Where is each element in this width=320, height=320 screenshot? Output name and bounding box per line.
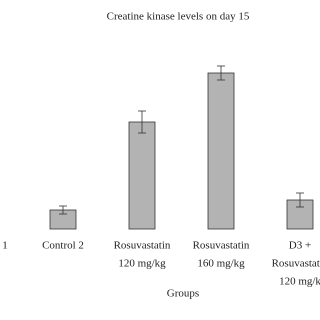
x-tick-label: D3 +: [289, 240, 311, 252]
x-tick-label: Control 2: [42, 240, 84, 252]
x-axis-label: Groups: [167, 288, 199, 300]
x-tick-label: 1: [2, 240, 8, 252]
bar: [128, 121, 156, 230]
x-tick-label: 160 mg/kg: [197, 258, 245, 270]
bar: [207, 72, 235, 230]
x-tick-label: Rosuvastatin: [272, 258, 320, 270]
x-tick-label: Rosuvastatin: [114, 240, 171, 252]
x-tick-label: 120 mg/kg: [118, 258, 166, 270]
chart-title: Creatine kinase levels on day 15: [107, 11, 250, 23]
x-tick-label: 120 mg/k: [279, 276, 320, 288]
x-tick-label: Rosuvastatin: [193, 240, 250, 252]
